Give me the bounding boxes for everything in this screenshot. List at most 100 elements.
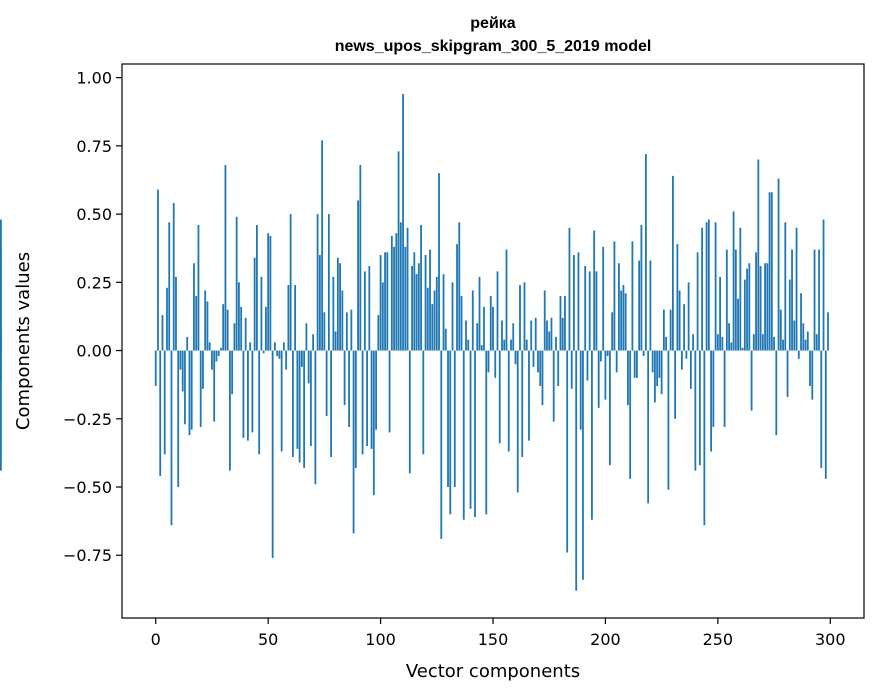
bar-39 [242,350,245,438]
bar-234 [680,350,683,370]
x-tick-label: 250 [703,630,734,649]
bar-38 [240,306,243,351]
bar-145 [480,345,483,351]
bar-67 [305,323,308,351]
bar-9 [175,276,177,351]
bar-154 [501,320,503,351]
bar-293 [813,249,816,351]
bar-195 [593,230,596,351]
bar-series [0,94,829,591]
bar-22 [204,290,207,351]
bar-74 [321,140,324,351]
bar-44 [253,257,256,351]
bar-43 [251,350,254,433]
bar-86 [348,350,350,427]
bar-153 [498,350,501,444]
bar-118 [420,225,422,351]
bar-281 [786,350,789,397]
bar-243 [701,227,704,351]
bar-173 [543,290,546,351]
bar-4 [163,350,166,455]
bar-186 [573,255,575,351]
bar-69 [309,350,312,447]
bar-259 [737,298,739,351]
x-tick-label: 150 [478,630,509,649]
bar-48 [262,350,265,354]
bar-19 [197,225,200,351]
bar-110 [402,94,404,351]
x-tick-label: 50 [258,630,278,649]
bar-199 [602,246,605,351]
bar-13 [184,350,186,425]
bar-229 [669,309,672,351]
bar-150 [492,306,494,351]
bar-257 [732,211,735,351]
bar-70 [312,334,315,351]
bar-36 [235,216,238,351]
bar-11 [179,350,182,370]
bar-239 [692,334,695,351]
bar-273 [768,192,771,351]
bar-144 [478,276,481,351]
bar-20 [199,350,202,427]
bar-296 [820,350,823,468]
bar-269 [759,265,762,351]
bar-103 [386,252,389,351]
bar-182 [564,295,566,351]
bar-88 [352,350,355,534]
x-tick-label: 200 [590,630,621,649]
bar-299 [827,312,829,351]
bar-63 [296,350,299,449]
bar-262 [743,279,746,351]
bar-194 [591,350,593,520]
bar-251 [719,276,721,351]
y-tick-label: −0.25 [63,410,112,429]
bar-136 [460,295,463,351]
bar-214 [636,350,638,378]
bar-122 [429,249,431,351]
bar-268 [757,159,760,351]
bar-8 [172,203,175,351]
bar-165 [525,339,528,351]
bar-93 [363,271,366,351]
y-tick-label: 0.75 [76,137,112,156]
bar-1 [157,189,159,351]
bar-204 [613,241,616,351]
bar-140 [469,350,472,509]
bar-55 [278,350,281,359]
bar-159 [512,323,515,351]
bar-148 [487,350,490,373]
bar-40 [244,317,247,351]
bar-246 [707,219,710,351]
bar-114 [411,265,413,351]
bar-276 [775,350,778,436]
bar-105 [390,235,393,351]
bar-240 [694,350,697,471]
bar-183 [566,350,569,553]
bar-97 [372,350,375,496]
bar-193 [588,271,591,351]
bar-249 [714,222,717,351]
bar-241 [696,252,699,351]
bar-12 [181,350,184,392]
bar-79 [332,276,335,351]
bar-18 [195,295,198,351]
x-tick-label: 100 [365,630,396,649]
bar-53 [274,342,276,351]
bar-218 [645,154,647,351]
bar-111 [404,246,407,351]
bar-265 [750,350,753,411]
bar-125 [435,276,438,351]
bar-undefined [0,246,2,351]
bar-297 [822,219,825,351]
bar-232 [676,244,679,351]
bar-119 [422,350,425,455]
bar-82 [339,263,341,351]
bar-233 [678,290,681,351]
bar-124 [433,290,436,351]
bar-133 [453,350,456,487]
bar-254 [725,249,728,351]
bar-271 [764,263,766,351]
bar-152 [496,271,499,351]
